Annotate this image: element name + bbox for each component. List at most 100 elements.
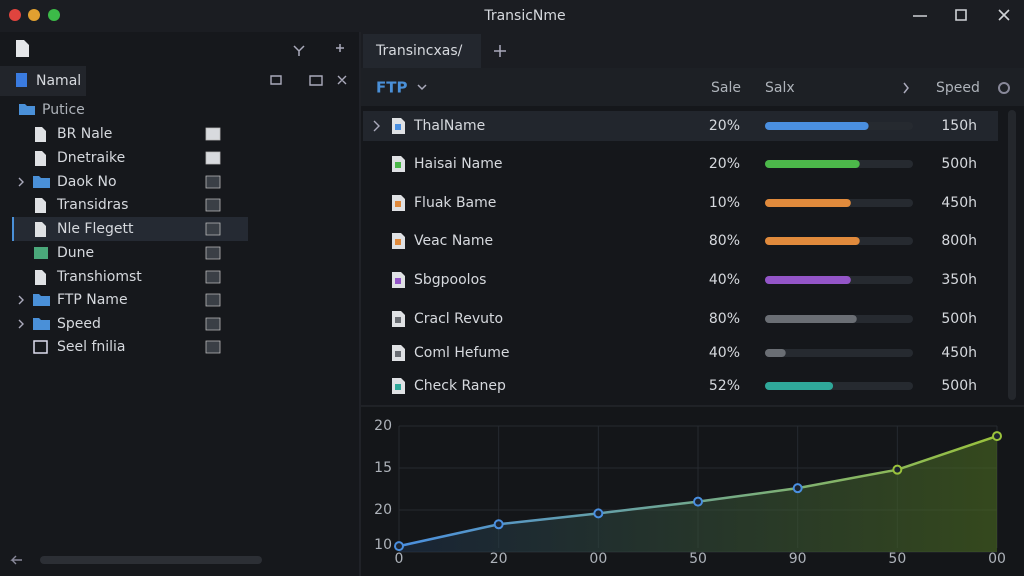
- tree-label[interactable]: Seel fnilia: [57, 339, 126, 355]
- progress-bar: [765, 349, 786, 357]
- row-speed: 450h: [941, 345, 977, 361]
- tree-label[interactable]: Speed: [57, 316, 101, 332]
- row-name[interactable]: Sbgpoolos: [414, 272, 486, 288]
- new-tab[interactable]: [494, 45, 506, 57]
- folder-icon: [33, 318, 50, 330]
- row-speed: 500h: [941, 378, 977, 394]
- expander[interactable]: [18, 319, 24, 329]
- folder-icon: [33, 176, 50, 188]
- side-icon: [205, 222, 221, 236]
- settings-icon[interactable]: [998, 82, 1010, 94]
- image-icon: [34, 247, 48, 259]
- expander[interactable]: [18, 177, 24, 187]
- tree-label[interactable]: Dune: [57, 245, 94, 261]
- side-icon: [205, 198, 221, 212]
- tree-label[interactable]: Daok No: [57, 174, 117, 190]
- file-icon[interactable]: [16, 40, 29, 57]
- row-speed: 500h: [941, 311, 977, 327]
- main-tab-label[interactable]: Transincxas/: [375, 43, 463, 59]
- window-title: TransicNme: [483, 8, 565, 24]
- row-icon-badge: [395, 351, 401, 357]
- toolbar-icons[interactable]: [293, 44, 344, 56]
- column-header[interactable]: FTP: [376, 79, 407, 97]
- point: [493, 519, 504, 530]
- progress-bar: [765, 382, 834, 390]
- row-icon-badge: [395, 239, 401, 245]
- sidebar-tab[interactable]: [0, 66, 86, 96]
- window-controls[interactable]: [913, 9, 1010, 21]
- x-tick-label: 50: [888, 551, 906, 567]
- side-icon: [205, 151, 221, 165]
- x-tick-label: 00: [988, 551, 1006, 567]
- row-icon-badge: [395, 317, 401, 323]
- row-icon-badge: [395, 124, 401, 130]
- file-icon: [35, 222, 46, 237]
- sidebar-tab-label[interactable]: Namal: [36, 73, 81, 89]
- close-dot[interactable]: [9, 9, 21, 21]
- root-icon: [19, 104, 35, 115]
- column-header[interactable]: Sale: [711, 80, 741, 96]
- x-tick-label: 00: [589, 551, 607, 567]
- file-icon: [35, 198, 46, 213]
- expander[interactable]: [18, 295, 24, 305]
- tree-label[interactable]: Dnetraike: [57, 150, 125, 166]
- side-icon: [205, 340, 221, 354]
- row-name[interactable]: Veac Name: [414, 233, 493, 249]
- back-arrow[interactable]: [10, 555, 22, 565]
- file-icon: [35, 270, 46, 285]
- header-chevrons[interactable]: [417, 82, 909, 94]
- title-bar: [0, 0, 1024, 32]
- selection-edge: [12, 217, 14, 241]
- row-expander[interactable]: [373, 120, 380, 132]
- row-speed: 800h: [941, 233, 977, 249]
- tree-label[interactable]: FTP Name: [57, 292, 128, 308]
- row-name[interactable]: ThalName: [413, 118, 485, 134]
- row-speed: 150h: [941, 118, 977, 134]
- x-tick-label: 90: [789, 551, 807, 567]
- max-dot[interactable]: [48, 9, 60, 21]
- row-name[interactable]: Cracl Revuto: [414, 311, 503, 327]
- tab-icon: [16, 73, 27, 87]
- column-header[interactable]: Salx: [765, 80, 795, 96]
- row-name[interactable]: Haisai Name: [414, 156, 503, 172]
- side-icon: [205, 270, 221, 284]
- y-tick-label: 20: [374, 418, 392, 434]
- row-speed: 450h: [941, 195, 977, 211]
- row-name[interactable]: Check Ranep: [414, 378, 506, 394]
- column-header[interactable]: Speed: [936, 80, 980, 96]
- folder-icon: [33, 294, 50, 306]
- y-tick-label: 20: [374, 502, 392, 518]
- scrollbar[interactable]: [40, 556, 262, 564]
- tree-label[interactable]: BR Nale: [57, 126, 112, 142]
- tree-label[interactable]: Transhiomst: [56, 269, 142, 285]
- progress-bar: [765, 276, 851, 284]
- row-share: 20%: [709, 156, 740, 172]
- point: [892, 464, 903, 475]
- tree-label[interactable]: Nle Flegett: [57, 221, 134, 237]
- progress-bar: [765, 160, 860, 168]
- point: [693, 496, 703, 507]
- row-speed: 350h: [941, 272, 977, 288]
- min-dot[interactable]: [28, 9, 40, 21]
- root-label[interactable]: Putice: [42, 102, 85, 118]
- sidebar-tools[interactable]: [270, 75, 347, 86]
- row-icon-badge: [395, 278, 401, 284]
- y-tick-label: 10: [374, 537, 392, 553]
- point: [992, 431, 1002, 442]
- row-name[interactable]: Coml Hefume: [414, 345, 510, 361]
- x-tick-label: 0: [395, 551, 404, 567]
- side-icon: [205, 317, 221, 331]
- row-share: 80%: [709, 311, 740, 327]
- progress-track: [765, 349, 913, 357]
- side-icon: [205, 246, 221, 260]
- row-share: 40%: [709, 272, 740, 288]
- progress-bar: [765, 122, 869, 130]
- x-tick-label: 20: [490, 551, 508, 567]
- side-icon: [205, 175, 221, 189]
- point: [593, 508, 604, 519]
- row-name[interactable]: Fluak Bame: [414, 195, 496, 211]
- tree-label[interactable]: Transidras: [56, 197, 128, 213]
- main-tab[interactable]: [363, 34, 481, 68]
- table-scrollbar[interactable]: [1008, 110, 1016, 400]
